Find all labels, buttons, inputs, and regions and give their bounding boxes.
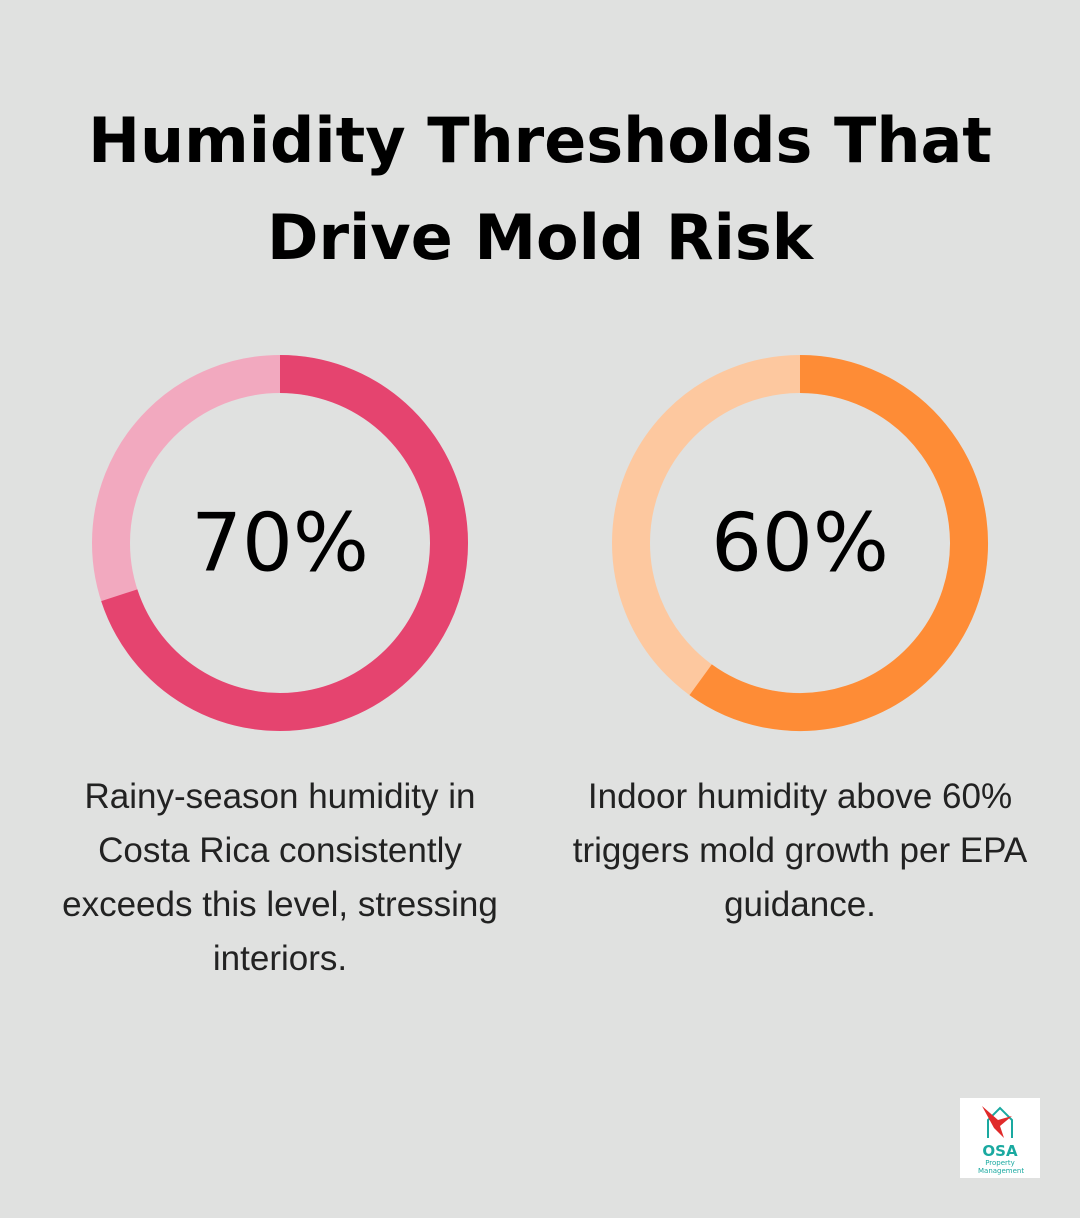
logo-name: OSA: [982, 1142, 1018, 1160]
donut-arc: [689, 355, 988, 731]
caption: Indoor humidity above 60% triggers mold …: [572, 777, 1028, 924]
logo-house: [987, 1106, 1013, 1138]
logo-tagline: Property Management: [978, 1159, 1025, 1175]
value-label: 70%: [191, 497, 369, 590]
logo-bird: [982, 1106, 1012, 1138]
donut-arc: [101, 355, 468, 731]
logo-icon: [982, 1106, 1013, 1138]
caption: Rainy-season humidity in Costa Rica cons…: [62, 777, 498, 978]
value-label: 60%: [711, 497, 889, 590]
title: Humidity Thresholds That Drive Mold Risk: [88, 104, 992, 274]
logo: OSA Property Management: [960, 1098, 1040, 1178]
